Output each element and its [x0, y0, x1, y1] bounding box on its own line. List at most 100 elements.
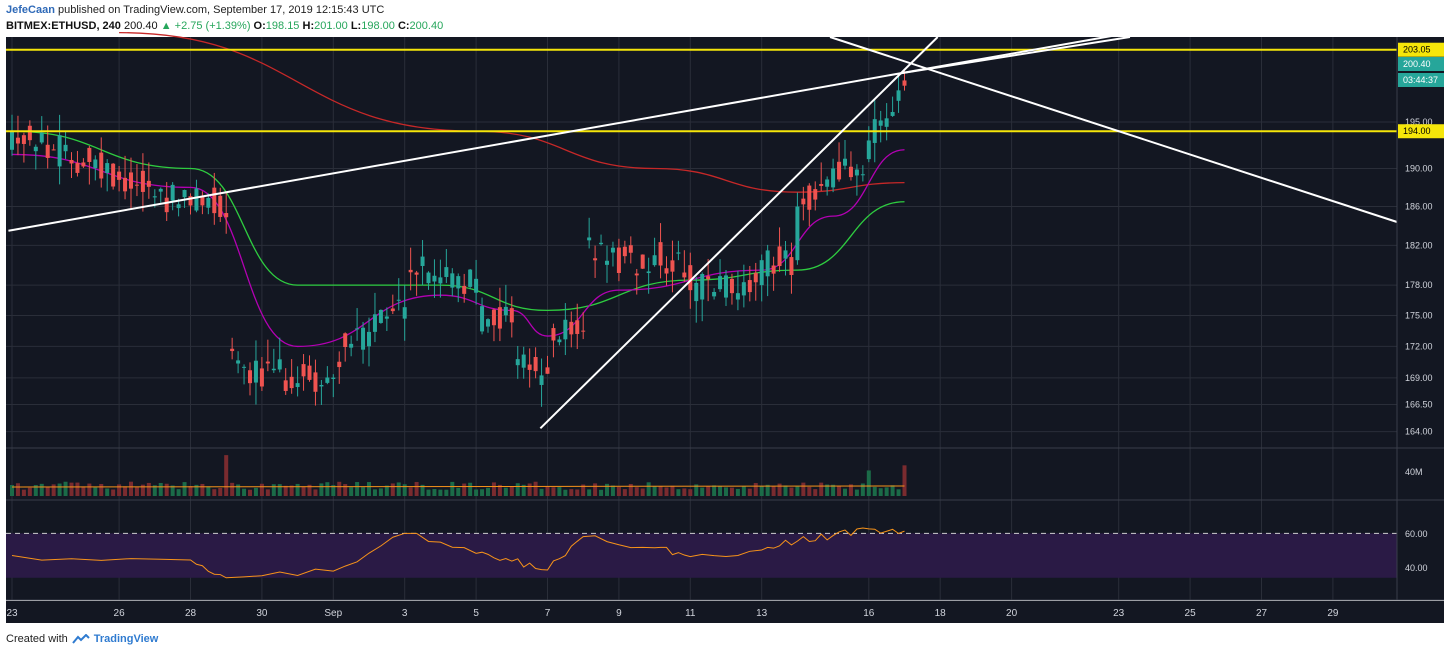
candle-body	[896, 90, 901, 101]
candle-body	[581, 330, 586, 332]
volume-bar	[117, 484, 122, 496]
volume-bar	[878, 488, 883, 496]
volume-bar	[402, 484, 407, 496]
candle-body	[206, 197, 211, 208]
time-label: 9	[616, 608, 622, 619]
volume-bar	[361, 487, 366, 496]
candle-body	[337, 361, 342, 368]
volume-bar	[349, 487, 354, 496]
candle-body	[503, 306, 508, 316]
close-value: 200.40	[409, 20, 444, 32]
volume-bar	[480, 489, 485, 496]
candle-body	[27, 125, 32, 141]
volume-axis-label: 40M	[1405, 467, 1423, 477]
candle-body	[884, 118, 889, 127]
volume-bar	[265, 489, 270, 496]
candle-body	[872, 119, 877, 143]
candle-body	[259, 368, 264, 387]
chart-background	[6, 37, 1444, 600]
candle-body	[741, 282, 746, 296]
candle-body	[361, 327, 366, 350]
candle-body	[807, 185, 812, 210]
volume-bar	[456, 487, 461, 496]
volume-bar	[63, 481, 68, 496]
volume-bars	[10, 455, 907, 496]
volume-bar	[75, 482, 80, 496]
candle-body	[599, 242, 604, 245]
candle-body	[289, 376, 294, 389]
volume-bar	[277, 484, 282, 496]
candle-body	[295, 383, 300, 388]
volume-bar	[176, 489, 181, 496]
symbol-legend: BITMEX:ETHUSD, 240 200.40 ▲ +2.75 (+1.39…	[6, 19, 443, 34]
price-label: 175.00	[1405, 311, 1433, 321]
time-label: 25	[1185, 608, 1197, 619]
volume-bar	[486, 487, 490, 496]
price-marker-bg	[1398, 124, 1444, 139]
time-label: 3	[402, 608, 408, 619]
candle-body	[491, 309, 496, 326]
candle-body	[658, 242, 663, 266]
price-marker-text: 200.40	[1403, 59, 1431, 69]
candle-body	[236, 360, 241, 364]
volume-bar	[426, 489, 431, 496]
candle-body	[111, 163, 116, 187]
candle-body	[390, 308, 395, 312]
volume-bar	[164, 483, 169, 496]
candle-body	[753, 272, 758, 283]
candle-body	[682, 272, 687, 278]
volume-bar	[605, 483, 609, 496]
candle-body	[194, 188, 199, 211]
volume-bar	[444, 489, 449, 496]
volume-bar	[670, 485, 675, 496]
high-label: H:	[302, 20, 315, 32]
volume-bar	[813, 489, 818, 496]
volume-bar	[111, 489, 116, 496]
volume-bar	[860, 483, 865, 496]
volume-bar	[307, 484, 312, 496]
volume-ma-line	[11, 485, 905, 488]
candle-body	[15, 137, 20, 144]
volume-bar	[884, 487, 889, 496]
candle-body	[902, 80, 907, 86]
volume-bar	[367, 482, 371, 496]
price-marker-text: 194.00	[1403, 126, 1431, 136]
volume-bar	[825, 484, 830, 496]
volume-bar	[474, 489, 479, 496]
candle-body	[646, 271, 651, 274]
volume-bar	[593, 483, 598, 496]
candle-body	[307, 365, 312, 380]
candle-body	[253, 360, 258, 383]
symbol-interval: BITMEX:ETHUSD, 240	[6, 20, 121, 32]
candle-body	[747, 280, 752, 293]
price-label: 164.00	[1405, 427, 1433, 437]
candle-body	[343, 333, 348, 348]
volume-bar	[682, 488, 687, 496]
volume-bar	[224, 455, 229, 496]
candle-body	[384, 316, 389, 319]
candle-body	[497, 307, 502, 329]
candle-body	[438, 277, 443, 284]
author-name[interactable]: JefeCaan	[6, 4, 55, 16]
candle-body	[313, 372, 318, 392]
volume-bar	[765, 484, 770, 496]
candle-body	[539, 375, 544, 385]
volume-bar	[735, 488, 740, 496]
candle-body	[622, 246, 627, 257]
price-label: 169.00	[1405, 373, 1433, 383]
volume-bar	[248, 489, 252, 496]
volume-bar	[872, 486, 877, 496]
candle-body	[182, 189, 187, 198]
tradingview-brand[interactable]: TradingView	[93, 633, 159, 645]
candle-body	[848, 166, 853, 178]
volume-bar	[747, 488, 752, 496]
candle-body	[212, 187, 217, 214]
candle-body	[729, 278, 734, 294]
candle-body	[718, 276, 723, 290]
volume-bar	[539, 488, 544, 496]
volume-bar	[843, 488, 847, 496]
candle-body	[825, 179, 830, 187]
low-value: 198.00	[361, 20, 395, 32]
candle-body	[200, 196, 205, 206]
